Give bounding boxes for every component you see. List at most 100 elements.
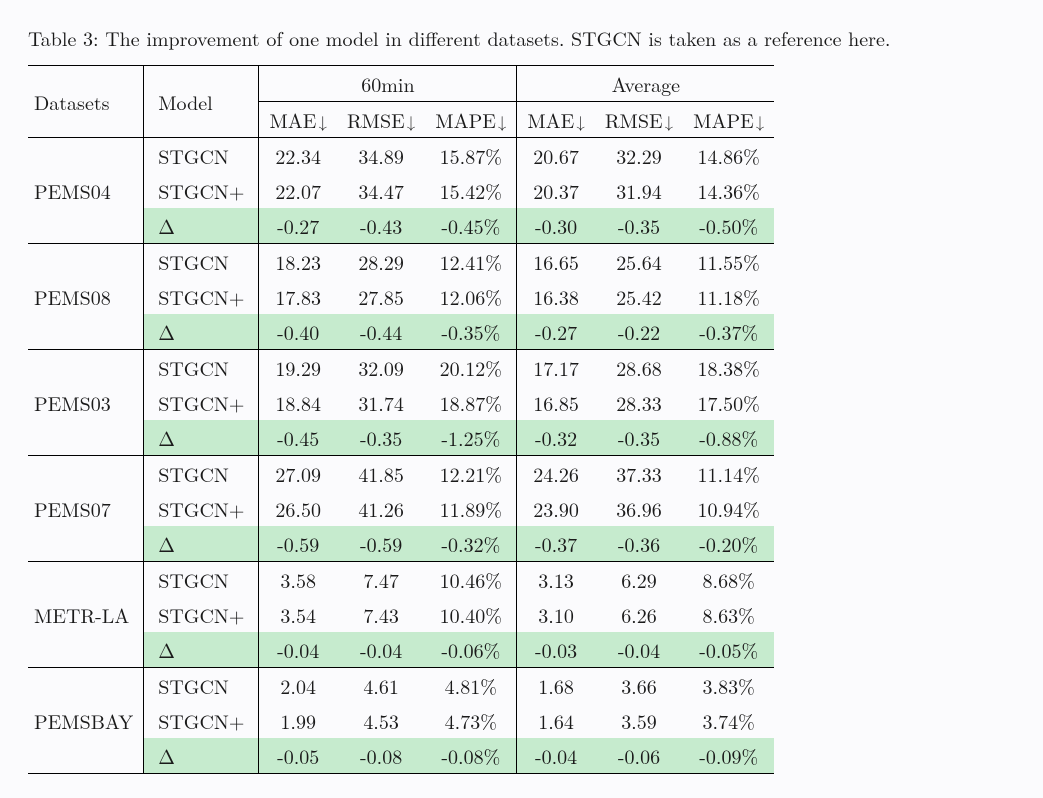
value-cell: 7.43 bbox=[337, 597, 425, 632]
dataset-cell: METR-LA bbox=[28, 562, 144, 668]
model-cell: STGCN bbox=[144, 456, 259, 492]
col-rmse-60: RMSE↓ bbox=[337, 102, 425, 138]
model-cell: Δ bbox=[144, 208, 259, 244]
value-cell: -0.35% bbox=[425, 314, 517, 350]
value-cell: -0.40 bbox=[259, 314, 337, 350]
value-cell: -0.09% bbox=[683, 738, 774, 774]
col-mape-avg: MAPE↓ bbox=[683, 102, 774, 138]
dataset-cell: PEMS03 bbox=[28, 350, 144, 456]
value-cell: 27.09 bbox=[259, 456, 337, 492]
value-cell: 6.26 bbox=[595, 597, 683, 632]
value-cell: -0.37 bbox=[517, 526, 595, 562]
col-mae-avg: MAE↓ bbox=[517, 102, 595, 138]
value-cell: 20.67 bbox=[517, 138, 595, 174]
model-cell: Δ bbox=[144, 526, 259, 562]
value-cell: -0.59 bbox=[259, 526, 337, 562]
value-cell: -0.08 bbox=[337, 738, 425, 774]
value-cell: -0.04 bbox=[259, 632, 337, 668]
table-row: METR-LASTGCN3.587.4710.46%3.136.298.68% bbox=[28, 562, 774, 598]
model-cell: STGCN bbox=[144, 244, 259, 280]
value-cell: 23.90 bbox=[517, 491, 595, 526]
model-cell: STGCN+ bbox=[144, 173, 259, 208]
value-cell: -0.35 bbox=[595, 420, 683, 456]
col-group-60min: 60min bbox=[259, 66, 517, 102]
value-cell: 15.42% bbox=[425, 173, 517, 208]
value-cell: 22.07 bbox=[259, 173, 337, 208]
value-cell: 10.40% bbox=[425, 597, 517, 632]
value-cell: -0.05% bbox=[683, 632, 774, 668]
down-arrow-icon: ↓ bbox=[405, 109, 416, 133]
table-row: PEMSBAYSTGCN2.044.614.81%1.683.663.83% bbox=[28, 668, 774, 704]
down-arrow-icon: ↓ bbox=[754, 109, 765, 133]
dataset-cell: PEMS07 bbox=[28, 456, 144, 562]
value-cell: 10.46% bbox=[425, 562, 517, 598]
value-cell: 28.68 bbox=[595, 350, 683, 386]
results-table: Datasets Model 60min Average MAE↓ RMSE↓ … bbox=[28, 65, 774, 774]
model-cell: STGCN+ bbox=[144, 279, 259, 314]
value-cell: 1.68 bbox=[517, 668, 595, 704]
value-cell: 14.86% bbox=[683, 138, 774, 174]
value-cell: 4.73% bbox=[425, 703, 517, 738]
value-cell: 19.29 bbox=[259, 350, 337, 386]
model-cell: STGCN+ bbox=[144, 385, 259, 420]
value-cell: 41.85 bbox=[337, 456, 425, 492]
col-datasets: Datasets bbox=[28, 66, 144, 138]
value-cell: 32.09 bbox=[337, 350, 425, 386]
value-cell: 31.94 bbox=[595, 173, 683, 208]
value-cell: 36.96 bbox=[595, 491, 683, 526]
value-cell: 32.29 bbox=[595, 138, 683, 174]
value-cell: -0.04 bbox=[337, 632, 425, 668]
value-cell: 17.50% bbox=[683, 385, 774, 420]
col-rmse-avg: RMSE↓ bbox=[595, 102, 683, 138]
caption-prefix: Table 3: bbox=[28, 23, 99, 52]
down-arrow-icon: ↓ bbox=[574, 109, 585, 133]
value-cell: -0.30 bbox=[517, 208, 595, 244]
model-cell: STGCN+ bbox=[144, 491, 259, 526]
down-arrow-icon: ↓ bbox=[496, 109, 507, 133]
value-cell: 18.23 bbox=[259, 244, 337, 280]
value-cell: -1.25% bbox=[425, 420, 517, 456]
value-cell: -0.59 bbox=[337, 526, 425, 562]
value-cell: -0.04 bbox=[517, 738, 595, 774]
value-cell: 3.83% bbox=[683, 668, 774, 704]
down-arrow-icon: ↓ bbox=[316, 109, 327, 133]
model-cell: Δ bbox=[144, 314, 259, 350]
value-cell: 26.50 bbox=[259, 491, 337, 526]
value-cell: 25.64 bbox=[595, 244, 683, 280]
value-cell: 2.04 bbox=[259, 668, 337, 704]
value-cell: 3.74% bbox=[683, 703, 774, 738]
value-cell: 20.12% bbox=[425, 350, 517, 386]
value-cell: 3.10 bbox=[517, 597, 595, 632]
value-cell: 34.47 bbox=[337, 173, 425, 208]
value-cell: 28.33 bbox=[595, 385, 683, 420]
value-cell: -0.20% bbox=[683, 526, 774, 562]
value-cell: 34.89 bbox=[337, 138, 425, 174]
model-cell: STGCN+ bbox=[144, 703, 259, 738]
value-cell: 15.87% bbox=[425, 138, 517, 174]
value-cell: -0.27 bbox=[259, 208, 337, 244]
value-cell: 12.41% bbox=[425, 244, 517, 280]
value-cell: -0.04 bbox=[595, 632, 683, 668]
value-cell: 6.29 bbox=[595, 562, 683, 598]
value-cell: 4.53 bbox=[337, 703, 425, 738]
value-cell: 3.59 bbox=[595, 703, 683, 738]
value-cell: 28.29 bbox=[337, 244, 425, 280]
dataset-cell: PEMS08 bbox=[28, 244, 144, 350]
value-cell: 18.84 bbox=[259, 385, 337, 420]
value-cell: 1.99 bbox=[259, 703, 337, 738]
value-cell: 31.74 bbox=[337, 385, 425, 420]
value-cell: -0.36 bbox=[595, 526, 683, 562]
value-cell: 22.34 bbox=[259, 138, 337, 174]
value-cell: 16.38 bbox=[517, 279, 595, 314]
value-cell: 37.33 bbox=[595, 456, 683, 492]
down-arrow-icon: ↓ bbox=[663, 109, 674, 133]
model-cell: STGCN bbox=[144, 668, 259, 704]
col-group-average: Average bbox=[517, 66, 774, 102]
col-mae-60: MAE↓ bbox=[259, 102, 337, 138]
value-cell: -0.06% bbox=[425, 632, 517, 668]
value-cell: 3.54 bbox=[259, 597, 337, 632]
model-cell: Δ bbox=[144, 420, 259, 456]
dataset-cell: PEMS04 bbox=[28, 138, 144, 244]
value-cell: 7.47 bbox=[337, 562, 425, 598]
model-cell: STGCN bbox=[144, 562, 259, 598]
